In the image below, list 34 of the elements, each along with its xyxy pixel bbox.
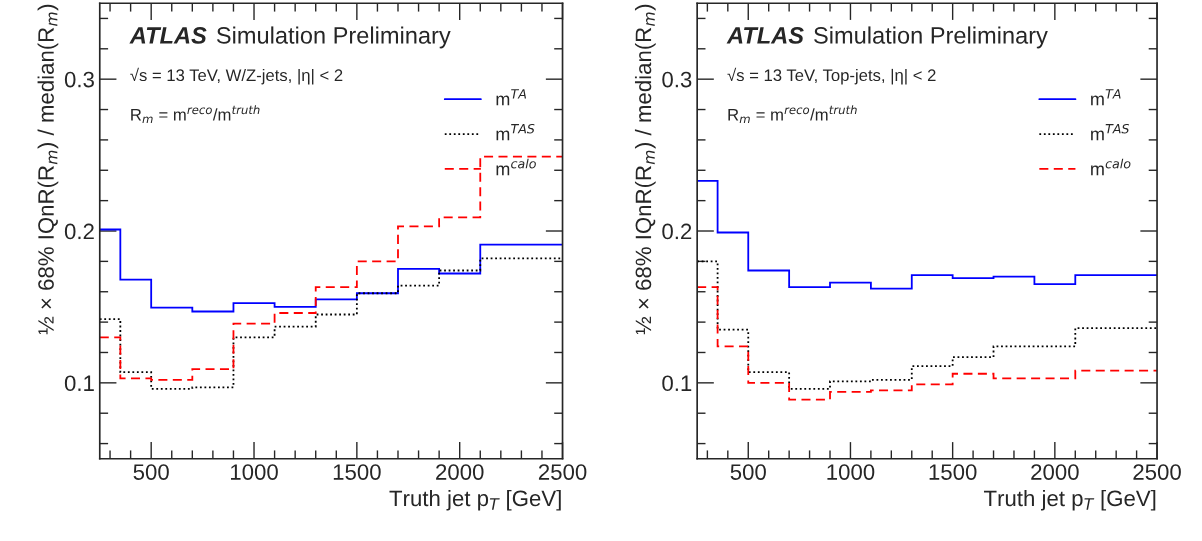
- x-tick-label: 2500: [1133, 464, 1181, 480]
- y-tick-label: 0.1: [64, 375, 94, 392]
- legend-label: m$^{calo}$: [496, 158, 536, 176]
- x-tick-label: 1000: [827, 464, 875, 480]
- annotation: R$_{m}$ = m$^{reco}$/m$^{truth}$: [728, 105, 857, 124]
- y-tick-label: 0.3: [662, 71, 692, 88]
- legend-label: m$^{TA}$: [1091, 89, 1121, 106]
- annotation: R$_{m}$ = m$^{reco}$/m$^{truth}$: [131, 105, 260, 124]
- x-tick-label: 2500: [538, 464, 587, 480]
- x-tick-label: 1500: [333, 464, 381, 480]
- legend-label: m$^{calo}$: [1091, 158, 1131, 176]
- y-tick-label: 0.2: [64, 223, 94, 240]
- annotation: Simulation Preliminary: [814, 26, 1048, 49]
- y-axis-title: ½ × 68% IQnR(R$_{m}$) / median(R$_{m}$): [37, 4, 59, 335]
- annotation: Simulation Preliminary: [216, 26, 451, 49]
- y-tick-label: 0.2: [662, 223, 692, 240]
- annotation: √s = 13 TeV, Top-jets, |η| < 2: [727, 67, 936, 85]
- annotation: ATLAS: [726, 27, 804, 44]
- x-tick-label: 2000: [1031, 464, 1079, 480]
- x-axis-title: Truth jet p$_{T}$ [GeV]: [389, 489, 561, 511]
- x-tick-label: 1500: [929, 464, 977, 480]
- annotation: √s = 13 TeV, W/Z-jets, |η| < 2: [130, 67, 343, 85]
- y-tick-label: 0.3: [64, 71, 94, 88]
- annotation: ATLAS: [129, 27, 207, 44]
- x-tick-label: 2000: [436, 464, 484, 480]
- x-tick-label: 500: [730, 464, 766, 480]
- x-tick-label: 500: [133, 464, 169, 480]
- y-tick-label: 0.1: [662, 375, 692, 392]
- legend-label: m$^{TAS}$: [496, 123, 535, 141]
- x-axis-title: Truth jet p$_{T}$ [GeV]: [983, 489, 1156, 511]
- legend-label: m$^{TAS}$: [1091, 123, 1130, 141]
- legend-label: m$^{TA}$: [496, 89, 527, 106]
- y-axis-title: ½ × 68% IQnR(R$_{m}$) / median(R$_{m}$): [634, 4, 656, 335]
- x-tick-label: 1000: [231, 464, 278, 480]
